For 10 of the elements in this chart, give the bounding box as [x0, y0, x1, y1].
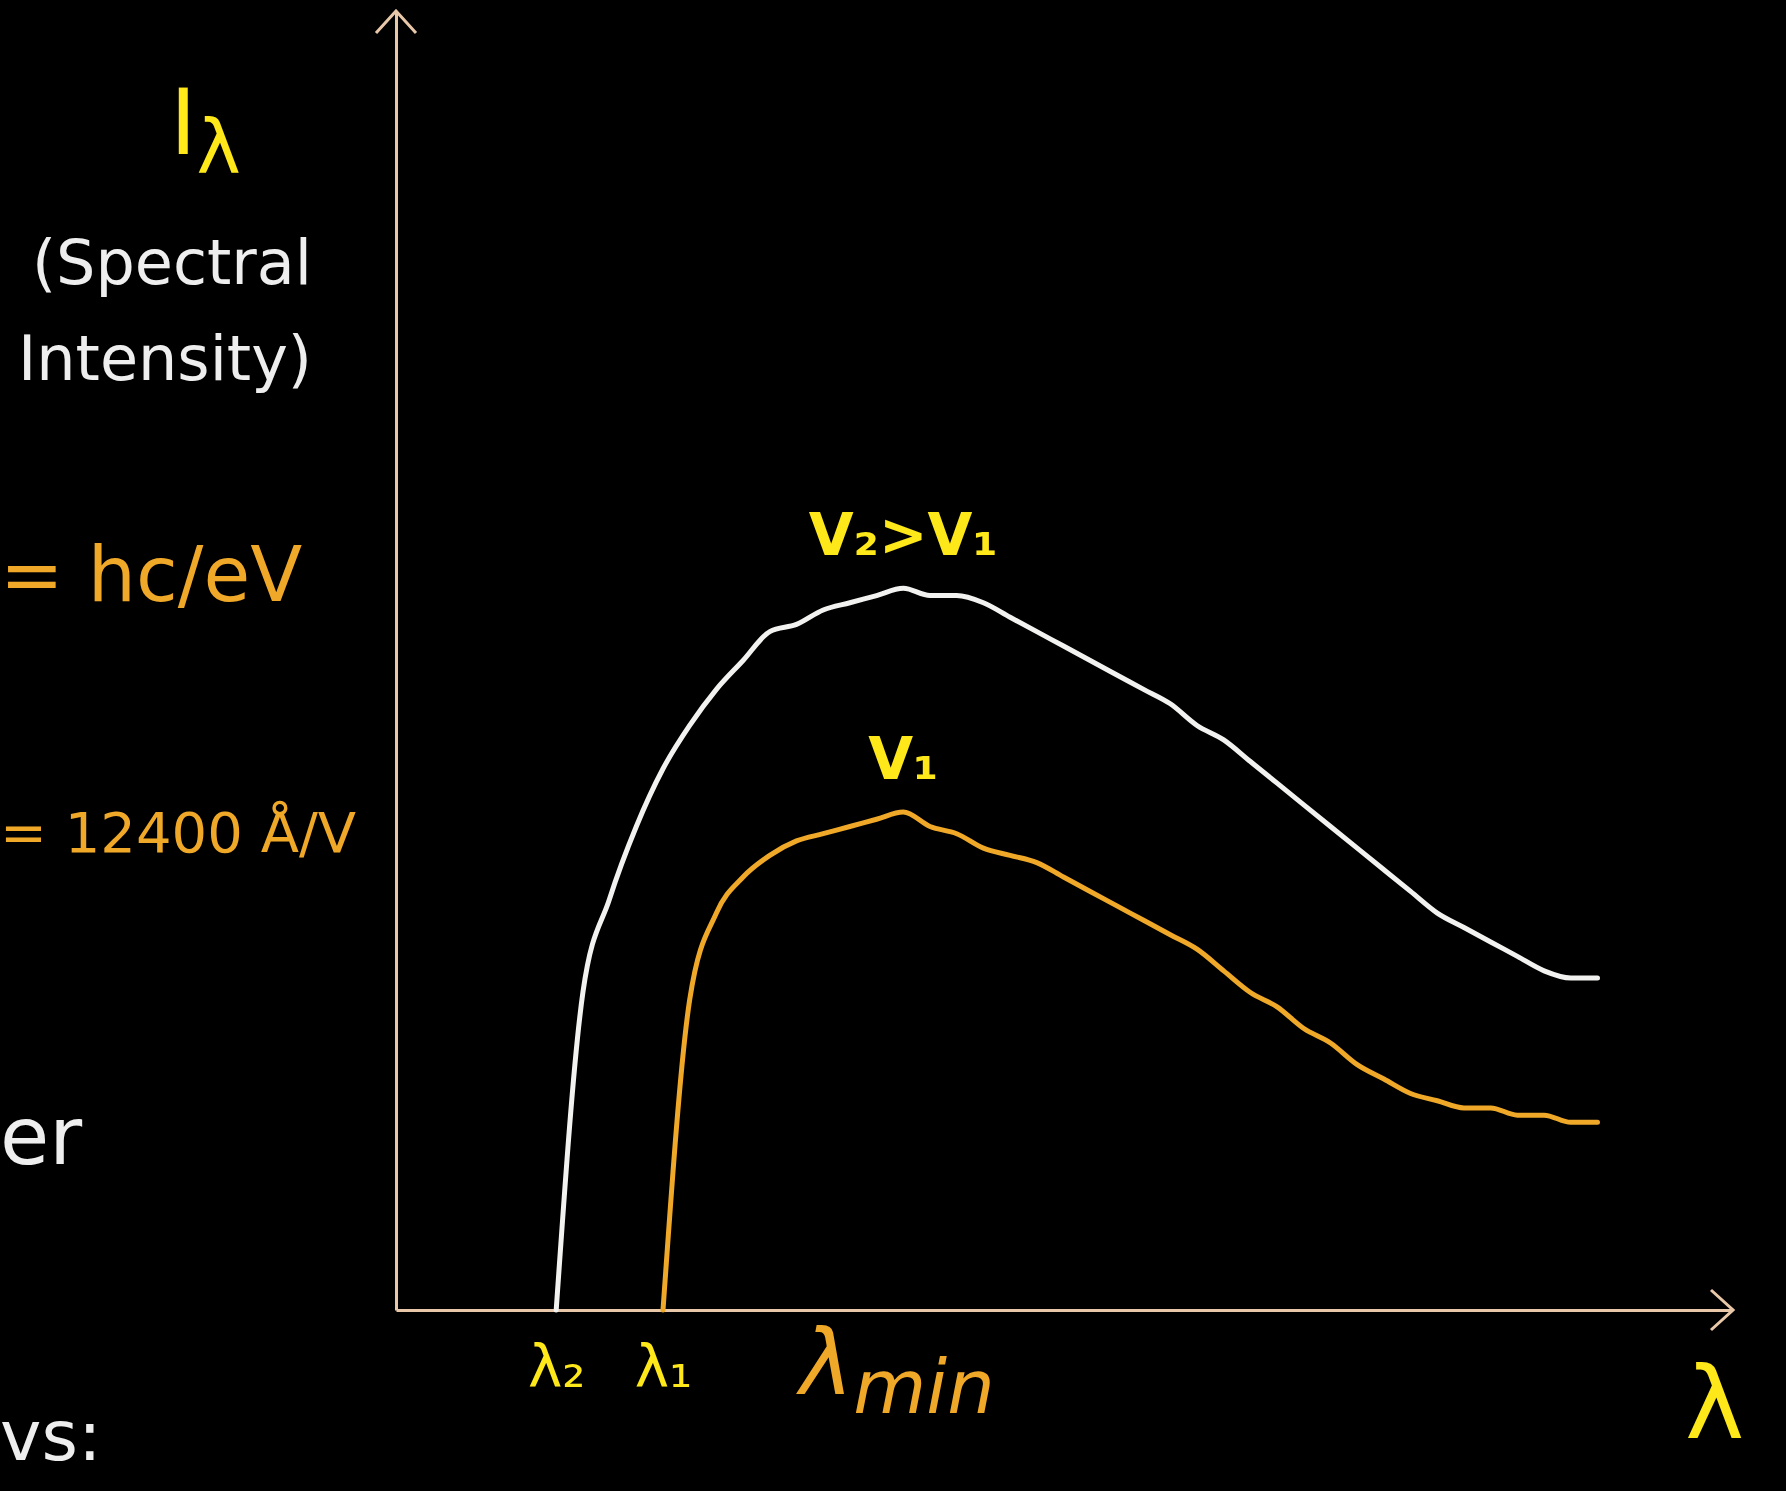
y-axis-title: I$_{λ}$ (Spectral Intensity)	[18, 70, 313, 397]
series-label: V₂>V₁	[808, 501, 998, 570]
text: = 12400 Å/V	[0, 800, 357, 865]
x-axis-title: λ	[1685, 1345, 1745, 1462]
text: = hc/eV	[0, 530, 303, 619]
x-tick-label: λ₂	[527, 1332, 586, 1401]
text: er	[0, 1090, 83, 1183]
x-tick-label: λ₁	[634, 1332, 693, 1401]
text: vs:	[0, 1395, 102, 1477]
series-label: V₁	[868, 725, 939, 794]
